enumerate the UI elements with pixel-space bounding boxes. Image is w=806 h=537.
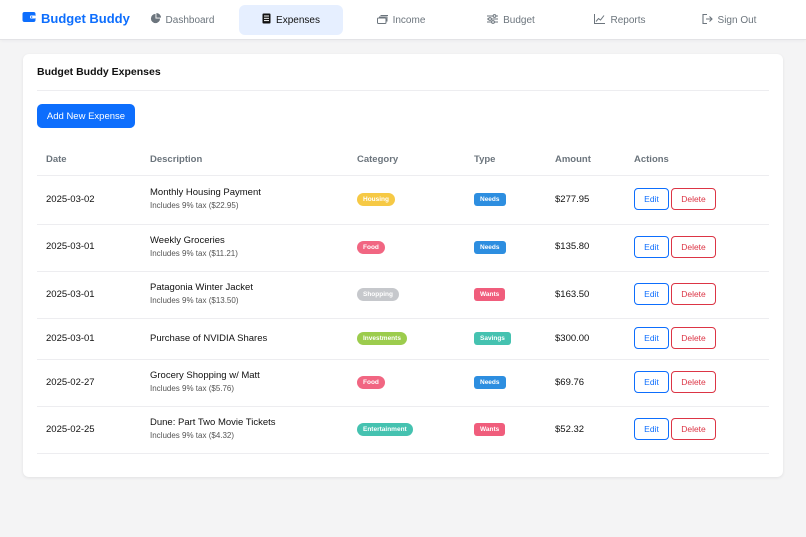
expense-title: Grocery Shopping w/ Matt — [150, 370, 260, 381]
column-header-type: Type — [474, 154, 496, 165]
edit-button[interactable]: Edit — [634, 236, 669, 258]
nav-dashboard-label: Dashboard — [165, 14, 215, 26]
nav-budget[interactable]: Budget — [476, 5, 546, 35]
expense-date: 2025-02-25 — [46, 424, 95, 435]
expense-title: Monthly Housing Payment — [150, 187, 261, 198]
divider — [37, 175, 769, 176]
expense-description: Weekly Groceries Includes 9% tax ($11.21… — [150, 235, 238, 258]
delete-button[interactable]: Delete — [671, 188, 716, 210]
cash-stack-icon — [376, 14, 393, 27]
nav-expenses-label: Expenses — [276, 14, 320, 26]
type-badge: Needs — [474, 193, 506, 206]
expense-description: Grocery Shopping w/ Matt Includes 9% tax… — [150, 370, 260, 393]
delete-button[interactable]: Delete — [671, 327, 716, 349]
column-header-description: Description — [150, 154, 203, 165]
delete-button[interactable]: Delete — [671, 283, 716, 305]
column-header-amount: Amount — [555, 154, 591, 165]
add-expense-button[interactable]: Add New Expense — [37, 104, 135, 128]
edit-button[interactable]: Edit — [634, 327, 669, 349]
table-row: 2025-03-01 Weekly Groceries Includes 9% … — [23, 225, 783, 272]
expense-amount: $163.50 — [555, 289, 590, 300]
sliders-icon — [487, 13, 503, 27]
pie-chart-icon — [150, 13, 166, 27]
divider — [37, 271, 769, 272]
nav-income-label: Income — [392, 14, 426, 26]
delete-button[interactable]: Delete — [671, 371, 716, 393]
expense-amount: $300.00 — [555, 333, 590, 344]
table-row: 2025-03-01 Purchase of NVIDIA Shares Inv… — [23, 319, 783, 360]
table-row: 2025-02-25 Dune: Part Two Movie Tickets … — [23, 407, 783, 454]
expense-description: Purchase of NVIDIA Shares — [150, 333, 267, 344]
column-header-category: Category — [357, 154, 399, 165]
expense-amount: $52.32 — [555, 424, 585, 435]
expense-title: Purchase of NVIDIA Shares — [150, 333, 268, 344]
category-badge: Shopping — [357, 288, 399, 301]
sign-out-icon — [701, 13, 718, 27]
tax-note: Includes 9% tax ($4.32) — [150, 431, 235, 440]
tax-note: Includes 9% tax ($5.76) — [150, 384, 235, 393]
table-row: 2025-02-27 Grocery Shopping w/ Matt Incl… — [23, 360, 783, 407]
nav-reports-label: Reports — [610, 14, 646, 26]
edit-button[interactable]: Edit — [634, 371, 669, 393]
nav-budget-label: Budget — [503, 14, 535, 26]
type-badge: Needs — [474, 241, 506, 254]
divider — [37, 406, 769, 407]
divider — [37, 359, 769, 360]
category-badge: Food — [357, 241, 385, 254]
tax-note: Includes 9% tax ($22.95) — [150, 201, 239, 210]
divider — [37, 90, 769, 91]
expense-description: Dune: Part Two Movie Tickets Includes 9%… — [150, 417, 276, 440]
edit-button[interactable]: Edit — [634, 188, 669, 210]
delete-button[interactable]: Delete — [671, 418, 716, 440]
nav-income[interactable]: Income — [366, 5, 436, 35]
expense-title: Dune: Part Two Movie Tickets — [150, 417, 276, 428]
edit-button[interactable]: Edit — [634, 418, 669, 440]
tax-note: Includes 9% tax ($11.21) — [150, 249, 238, 258]
expense-description: Patagonia Winter Jacket Includes 9% tax … — [150, 282, 253, 305]
nav-sign-out-label: Sign Out — [717, 14, 757, 26]
expense-date: 2025-03-02 — [46, 194, 95, 205]
divider — [37, 453, 769, 454]
expense-title: Weekly Groceries — [150, 235, 225, 246]
nav-dashboard[interactable]: Dashboard — [138, 5, 226, 35]
expense-title: Patagonia Winter Jacket — [150, 282, 253, 293]
nav-sign-out[interactable]: Sign Out — [690, 5, 768, 35]
table-row: 2025-03-02 Monthly Housing Payment Inclu… — [23, 176, 783, 224]
edit-button[interactable]: Edit — [634, 283, 669, 305]
graph-up-icon — [594, 13, 610, 27]
expense-date: 2025-03-01 — [46, 289, 95, 300]
nav-reports[interactable]: Reports — [582, 5, 658, 35]
page-title: Budget Buddy Expenses — [37, 66, 161, 78]
top-navbar: Budget Buddy Dashboard Expenses Income B… — [0, 0, 806, 40]
tax-note: Includes 9% tax ($13.50) — [150, 296, 239, 305]
expense-date: 2025-03-01 — [46, 241, 95, 252]
expense-description: Monthly Housing Payment Includes 9% tax … — [150, 187, 261, 210]
brand-name: Budget Buddy — [41, 11, 130, 26]
category-badge: Investments — [357, 332, 407, 345]
expense-amount: $69.76 — [555, 377, 585, 388]
brand-logo[interactable]: Budget Buddy — [22, 11, 130, 26]
column-header-date: Date — [46, 154, 67, 165]
expense-amount: $277.95 — [555, 194, 590, 205]
divider — [37, 224, 769, 225]
divider — [37, 318, 769, 319]
wallet-icon — [22, 11, 41, 26]
category-badge: Food — [357, 376, 385, 389]
expense-amount: $135.80 — [555, 241, 590, 252]
expenses-card: Budget Buddy Expenses Add New Expense Da… — [23, 54, 783, 477]
receipt-icon — [262, 13, 276, 27]
column-header-actions: Actions — [634, 154, 669, 165]
type-badge: Needs — [474, 376, 506, 389]
type-badge: Wants — [474, 288, 506, 301]
expense-date: 2025-03-01 — [46, 333, 95, 344]
category-badge: Housing — [357, 193, 395, 206]
category-badge: Entertainment — [357, 423, 413, 436]
expense-date: 2025-02-27 — [46, 377, 95, 388]
type-badge: Wants — [474, 423, 506, 436]
table-row: 2025-03-01 Patagonia Winter Jacket Inclu… — [23, 272, 783, 319]
delete-button[interactable]: Delete — [671, 236, 716, 258]
type-badge: Savings — [474, 332, 511, 345]
nav-expenses[interactable]: Expenses — [239, 5, 343, 35]
